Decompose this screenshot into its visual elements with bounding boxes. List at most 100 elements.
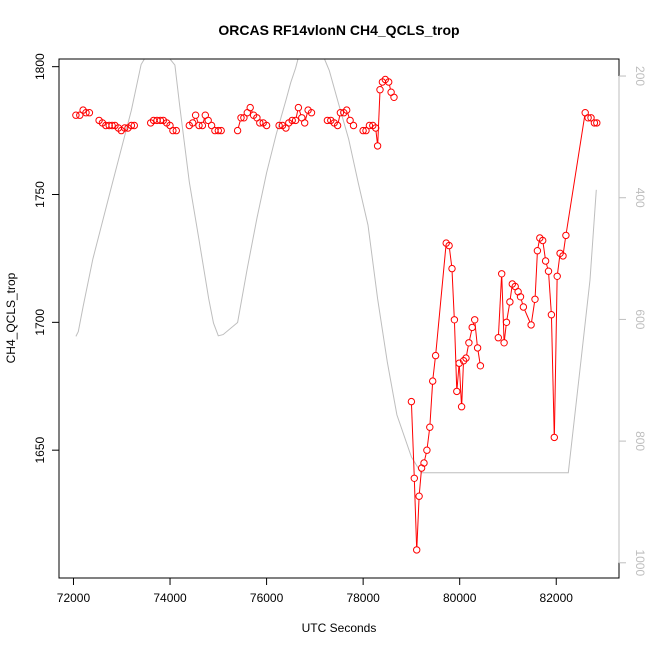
data-point [453, 387, 461, 396]
data-point [372, 124, 380, 132]
primary-series-line [461, 363, 464, 404]
data-point [323, 116, 332, 125]
data-point [431, 351, 440, 360]
data-point [76, 111, 84, 119]
data-point [516, 293, 525, 301]
primary-series-line [237, 120, 241, 128]
data-point [198, 121, 207, 130]
x-axis-label: UTC Seconds [302, 621, 377, 635]
data-point [217, 126, 225, 135]
y2-tick-label: 800 [633, 431, 647, 451]
data-point [262, 121, 271, 130]
data-point [82, 109, 90, 117]
data-point [130, 121, 139, 130]
primary-series-line [202, 118, 205, 123]
primary-series-line [531, 302, 535, 322]
x-tick-label: 72000 [57, 591, 91, 605]
data-point [294, 103, 303, 112]
primary-series-line [501, 276, 505, 340]
data-point [539, 236, 547, 245]
x-tick-label: 78000 [346, 591, 380, 605]
primary-series-line [551, 317, 555, 435]
chart-title: ORCAS RF14vlonN CH4_QCLS_trop [218, 22, 459, 38]
data-point [562, 231, 570, 240]
data-point [169, 126, 177, 135]
data-point [415, 492, 423, 500]
primary-series-line [520, 299, 523, 305]
data-point [445, 241, 453, 250]
primary-series-line [435, 246, 447, 353]
data-point [473, 344, 482, 352]
primary-series-layer [72, 75, 601, 554]
data-point [593, 119, 601, 127]
data-point [471, 316, 479, 324]
data-point [547, 311, 556, 319]
primary-series-line [426, 430, 430, 448]
primary-series-line [534, 253, 538, 297]
data-point [500, 339, 508, 347]
primary-series-line [196, 118, 199, 123]
primary-series-line [537, 241, 540, 248]
y2-tick-label: 200 [633, 66, 647, 86]
primary-series-line [454, 322, 458, 389]
plot-frame [58, 58, 620, 579]
data-point [544, 267, 553, 275]
data-point [156, 116, 165, 125]
data-point [455, 359, 463, 367]
y2-tick-label: 400 [633, 188, 647, 208]
data-point [105, 121, 113, 130]
primary-series-line [456, 366, 460, 389]
data-point [195, 121, 203, 130]
data-point [559, 252, 567, 260]
primary-series-line [506, 304, 510, 320]
primary-series-line [562, 238, 566, 253]
data-point [498, 270, 506, 278]
data-point [457, 403, 466, 411]
data-point [237, 114, 245, 122]
data-point [214, 126, 223, 135]
data-point [346, 116, 354, 125]
data-point [336, 109, 345, 117]
data-point [426, 423, 434, 431]
data-point [550, 433, 558, 442]
data-point [307, 109, 316, 117]
data-point [553, 272, 561, 280]
data-point [407, 397, 416, 406]
primary-series-line [389, 84, 391, 90]
primary-series-line [565, 115, 586, 233]
x-tick-label: 74000 [153, 591, 187, 605]
data-point [108, 121, 116, 130]
data-point [359, 126, 367, 135]
data-point [410, 474, 418, 482]
primary-series-line [337, 115, 341, 123]
data-point [476, 362, 485, 370]
primary-series-line [424, 453, 427, 460]
data-point [275, 121, 283, 130]
data-point [127, 121, 136, 130]
primary-series-line [553, 279, 558, 435]
primary-series-line [546, 263, 549, 269]
y2-tick-label: 600 [633, 309, 647, 329]
data-point [494, 334, 502, 342]
primary-series-line [524, 309, 531, 323]
primary-series-line [466, 345, 469, 356]
primary-series-line [429, 384, 433, 425]
data-point [291, 116, 300, 125]
primary-series-line [347, 113, 350, 118]
data-point [468, 323, 476, 332]
primary-series-line [411, 404, 415, 476]
primary-series-line [504, 325, 507, 340]
primary-series-line [451, 271, 455, 317]
primary-series-line [498, 276, 502, 335]
data-point [246, 103, 254, 112]
data-point [519, 303, 528, 311]
data-point [502, 318, 511, 326]
y-tick-label: 1650 [33, 436, 47, 463]
primary-series-line [542, 243, 546, 258]
primary-series-line [548, 274, 552, 312]
data-point [584, 114, 592, 122]
data-point [333, 121, 342, 130]
y-tick-label: 1700 [33, 309, 47, 336]
data-point [462, 354, 470, 362]
